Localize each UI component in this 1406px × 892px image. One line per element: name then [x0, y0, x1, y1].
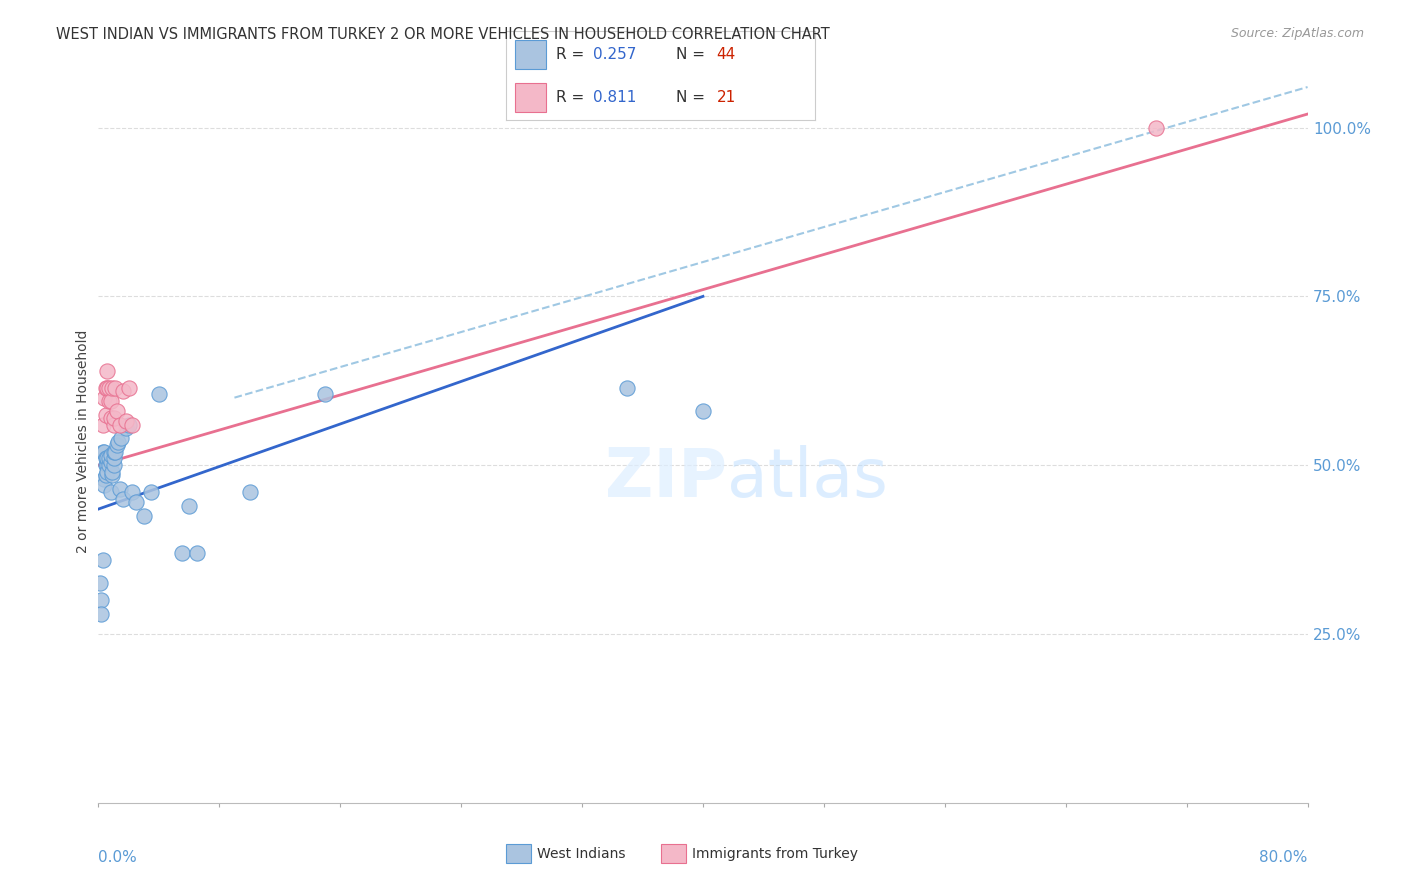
Point — [94, 408, 117, 422]
Text: R =: R = — [555, 47, 583, 62]
Point — [103, 417, 125, 432]
Point — [132, 508, 155, 523]
Text: R =: R = — [555, 90, 583, 104]
Point — [121, 417, 143, 432]
Point — [89, 576, 111, 591]
Point — [103, 444, 125, 458]
Text: 0.811: 0.811 — [593, 90, 636, 104]
Point — [692, 404, 714, 418]
Point — [91, 552, 114, 566]
Point — [94, 458, 117, 472]
Point — [101, 468, 124, 483]
Point — [108, 482, 131, 496]
Point — [179, 499, 201, 513]
Point — [96, 364, 118, 378]
Point — [91, 417, 114, 432]
Point — [141, 485, 163, 500]
Text: 21: 21 — [717, 90, 735, 104]
Point — [616, 380, 638, 394]
Point — [104, 444, 127, 458]
Bar — [516, 40, 547, 69]
Text: 80.0%: 80.0% — [1260, 850, 1308, 864]
Point — [111, 491, 134, 506]
Text: West Indians: West Indians — [537, 847, 626, 861]
Bar — [516, 83, 547, 112]
Point — [103, 451, 125, 466]
Point — [114, 414, 136, 428]
Point — [90, 607, 112, 621]
Point — [100, 455, 122, 469]
Point — [239, 485, 262, 500]
Y-axis label: 2 or more Vehicles in Household: 2 or more Vehicles in Household — [76, 330, 90, 553]
Point — [125, 495, 148, 509]
Point — [108, 417, 131, 432]
Point — [96, 380, 118, 394]
Text: WEST INDIAN VS IMMIGRANTS FROM TURKEY 2 OR MORE VEHICLES IN HOUSEHOLD CORRELATIO: WEST INDIAN VS IMMIGRANTS FROM TURKEY 2 … — [56, 27, 830, 42]
Point — [1144, 120, 1167, 135]
Point — [100, 485, 122, 500]
Point — [104, 380, 127, 394]
Point — [105, 404, 128, 418]
Point — [91, 444, 114, 458]
Text: Source: ZipAtlas.com: Source: ZipAtlas.com — [1230, 27, 1364, 40]
Point — [170, 546, 193, 560]
Text: 0.0%: 0.0% — [98, 850, 138, 864]
Point — [101, 380, 124, 394]
Text: Immigrants from Turkey: Immigrants from Turkey — [692, 847, 858, 861]
Point — [96, 465, 118, 479]
Point — [98, 394, 121, 409]
Point — [100, 411, 122, 425]
Point — [107, 434, 129, 449]
Point — [98, 451, 121, 466]
Point — [114, 421, 136, 435]
Text: N =: N = — [676, 47, 706, 62]
Point — [94, 451, 117, 466]
Point — [93, 472, 115, 486]
Text: N =: N = — [676, 90, 706, 104]
Point — [110, 431, 132, 445]
Point — [148, 387, 170, 401]
Point — [98, 458, 121, 472]
Point — [103, 411, 125, 425]
Point — [111, 384, 134, 398]
Point — [121, 485, 143, 500]
Point — [118, 380, 141, 394]
Point — [93, 478, 115, 492]
Point — [186, 546, 208, 560]
Point — [93, 391, 115, 405]
Text: ZIP: ZIP — [605, 445, 727, 510]
Point — [103, 458, 125, 472]
Text: atlas: atlas — [727, 445, 889, 510]
Point — [118, 417, 141, 432]
Point — [94, 468, 117, 483]
Point — [314, 387, 336, 401]
Point — [93, 444, 115, 458]
Point — [105, 438, 128, 452]
Point — [96, 458, 118, 472]
Point — [90, 593, 112, 607]
Text: 44: 44 — [717, 47, 735, 62]
Point — [101, 465, 124, 479]
Point — [100, 448, 122, 462]
Point — [100, 394, 122, 409]
Point — [94, 380, 117, 394]
Point — [98, 380, 121, 394]
Point — [96, 451, 118, 466]
Text: 0.257: 0.257 — [593, 47, 636, 62]
